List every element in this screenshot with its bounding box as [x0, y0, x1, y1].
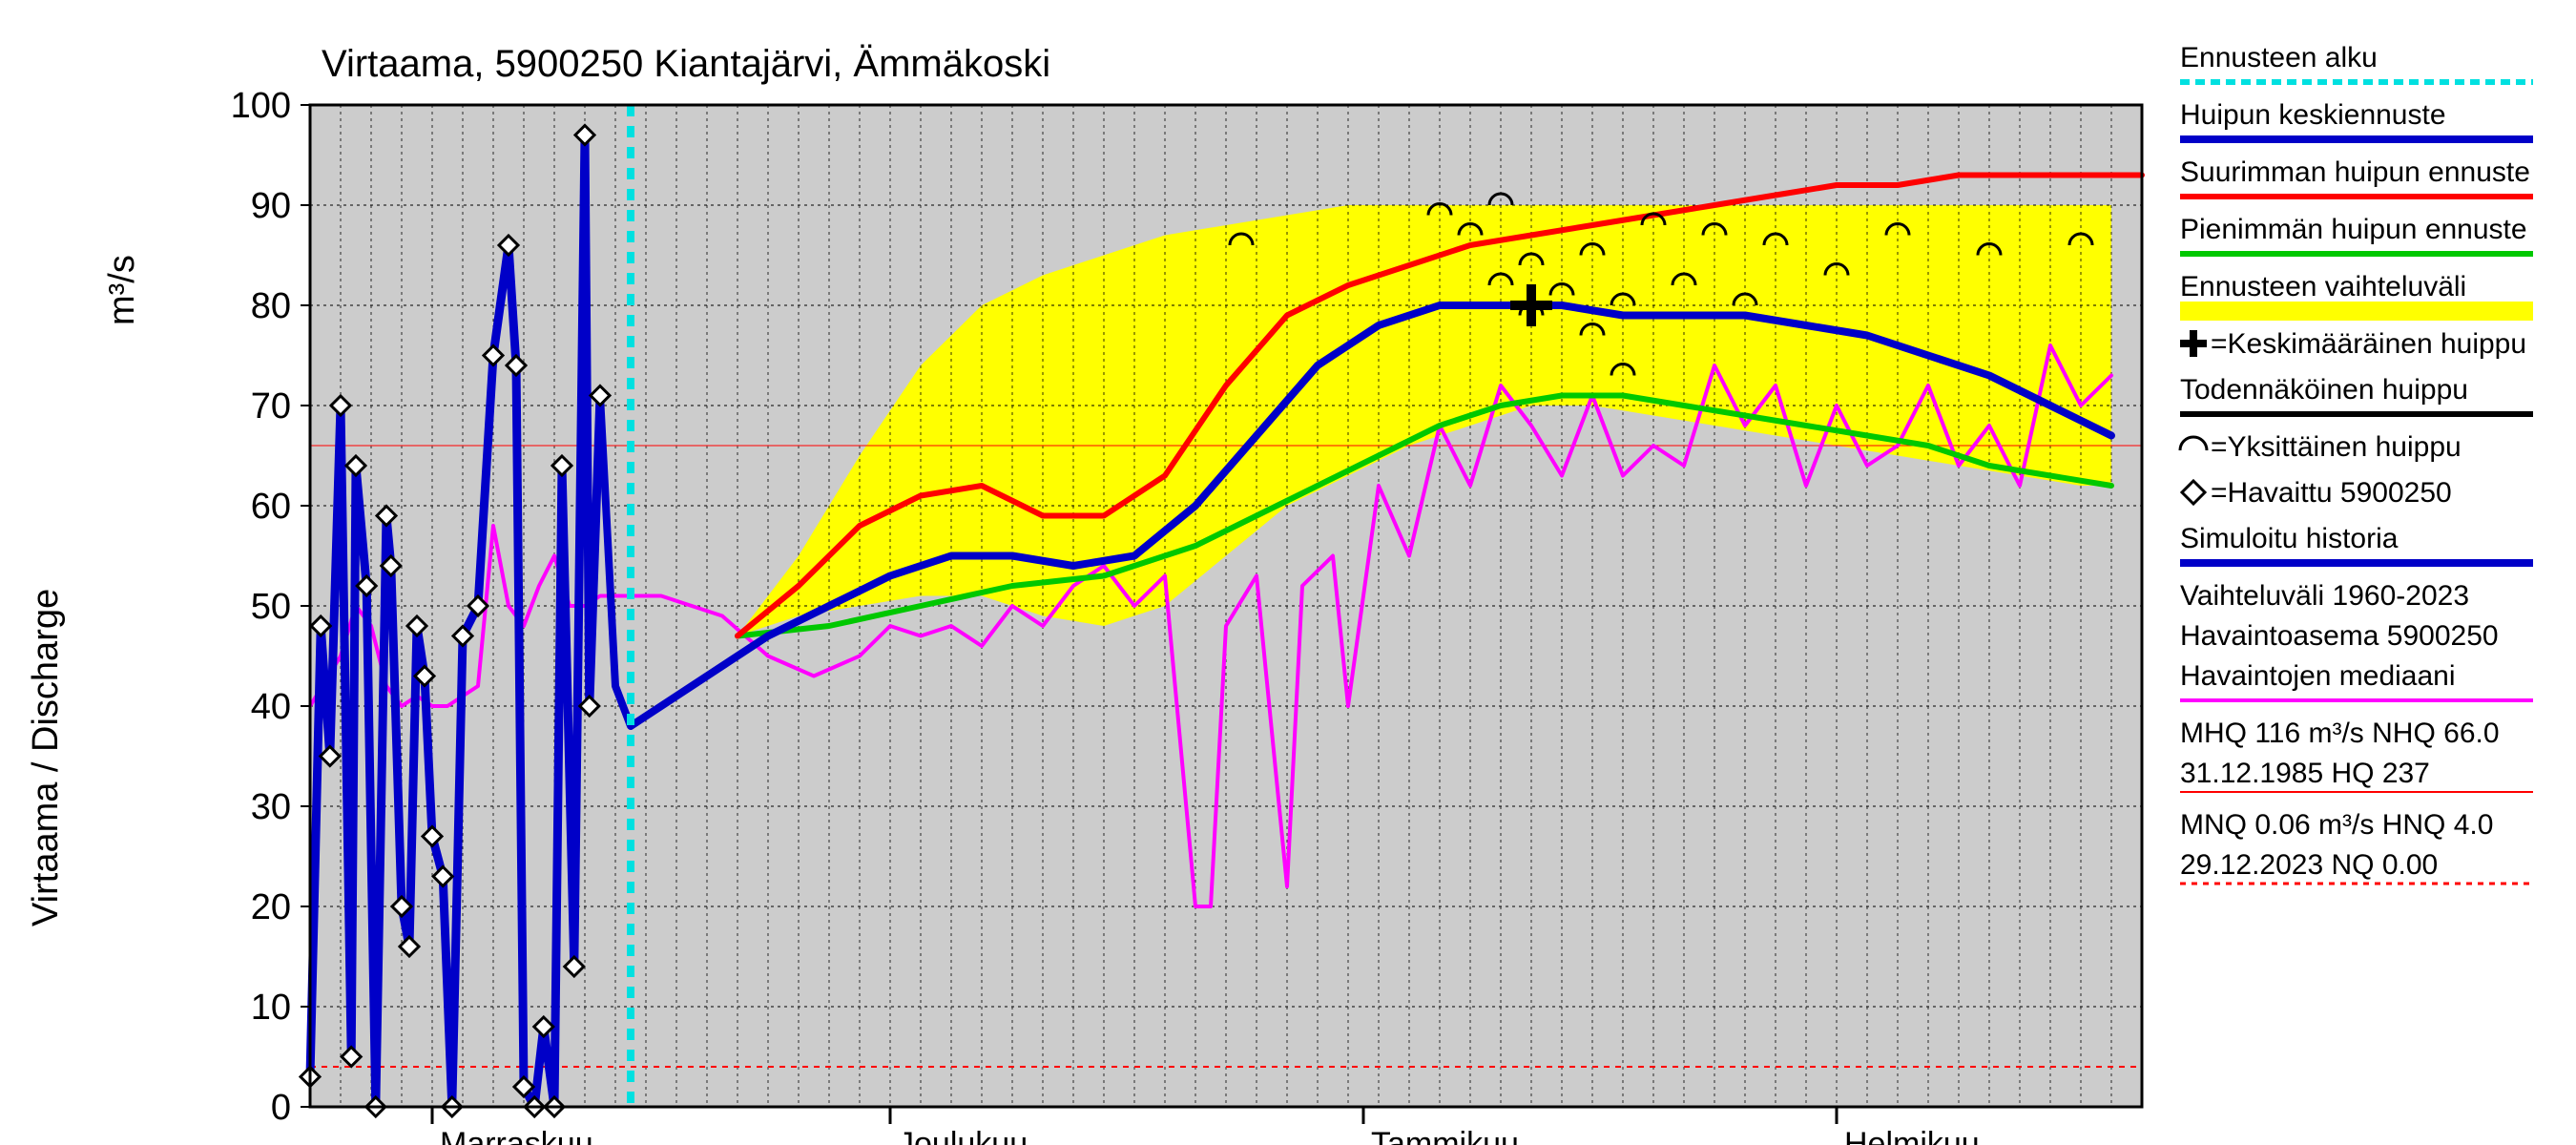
- legend-label: Havaintoasema 5900250: [2180, 620, 2499, 652]
- legend-arc-icon: [2180, 437, 2207, 450]
- legend-label: MHQ 116 m³/s NHQ 66.0: [2180, 718, 2500, 749]
- ytick-label: 0: [271, 1088, 291, 1128]
- ytick-label: 60: [251, 487, 291, 527]
- legend-label: 29.12.2023 NQ 0.00: [2180, 849, 2438, 881]
- chart-svg: 0102030405060708090100Marraskuu2024Joulu…: [0, 0, 2576, 1145]
- ytick-label: 30: [251, 787, 291, 827]
- legend-label: Ennusteen alku: [2180, 42, 2378, 73]
- chart-title: Virtaama, 5900250 Kiantajärvi, Ämmäkoski: [322, 43, 1050, 85]
- xtick-label-top: Marraskuu: [440, 1126, 593, 1145]
- ytick-label: 100: [231, 86, 291, 126]
- legend-label: =Keskimääräinen huippu: [2211, 328, 2526, 360]
- xtick-label-top: Tammikuu: [1371, 1126, 1519, 1145]
- legend-label: Pienimmän huipun ennuste: [2180, 214, 2527, 245]
- xtick-label-top: Joulukuu: [898, 1126, 1028, 1145]
- legend-label: =Yksittäinen huippu: [2211, 431, 2462, 463]
- legend-swatch-fill: [2180, 302, 2533, 321]
- legend-label: Huipun keskiennuste: [2180, 99, 2446, 131]
- legend-label: Simuloitu historia: [2180, 523, 2399, 554]
- ytick-label: 40: [251, 687, 291, 727]
- ytick-label: 20: [251, 887, 291, 927]
- y-axis-label: Virtaama / Discharge: [26, 589, 66, 926]
- y-axis-unit: m³/s: [102, 255, 142, 325]
- ytick-label: 50: [251, 587, 291, 627]
- legend-label: Havaintojen mediaani: [2180, 660, 2456, 692]
- xtick-label-top: Helmikuu: [1844, 1126, 1980, 1145]
- legend-label: MNQ 0.06 m³/s HNQ 4.0: [2180, 809, 2493, 841]
- discharge-chart: 0102030405060708090100Marraskuu2024Joulu…: [0, 0, 2576, 1145]
- legend-label: Todennäköinen huippu: [2180, 374, 2468, 406]
- legend-label: Ennusteen vaihteluväli: [2180, 271, 2466, 302]
- ytick-label: 80: [251, 286, 291, 326]
- legend-label: Suurimman huipun ennuste: [2180, 156, 2530, 188]
- ytick-label: 10: [251, 988, 291, 1028]
- legend-label: Vaihteluväli 1960-2023: [2180, 580, 2469, 612]
- legend-label: =Havaittu 5900250: [2211, 477, 2452, 509]
- ytick-label: 70: [251, 386, 291, 427]
- legend-diamond-icon: [2182, 481, 2205, 504]
- ytick-label: 90: [251, 186, 291, 226]
- legend-label: 31.12.1985 HQ 237: [2180, 758, 2430, 789]
